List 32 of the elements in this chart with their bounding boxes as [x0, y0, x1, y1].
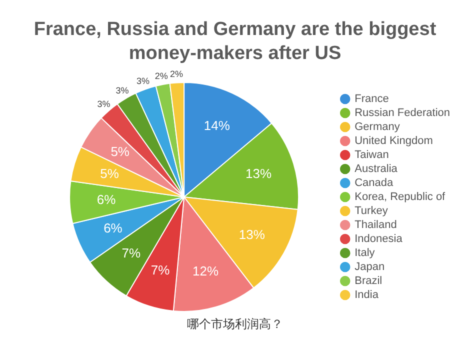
data-label: 6% [104, 220, 123, 236]
legend-label: Italy [354, 247, 376, 260]
legend-label: United Kingdom [354, 135, 433, 148]
data-label: 14% [204, 118, 230, 133]
legend-label: India [354, 289, 380, 302]
chart-title: France, Russia and Germany are the biggest money-makers after US [32, 18, 438, 66]
data-label: 6% [96, 192, 116, 208]
legend-label: Korea, Republic of [354, 191, 446, 204]
data-label: 3% [97, 99, 110, 110]
data-label: 2% [170, 69, 183, 80]
data-label: 3% [136, 76, 150, 86]
legend-label: Australia [354, 163, 398, 176]
legend-label: Japan [354, 261, 385, 274]
legend-label: Indonesia [354, 233, 404, 246]
legend-label: Canada [354, 177, 394, 190]
data-label: 2% [154, 71, 168, 82]
data-label: 7% [150, 262, 170, 278]
data-label: 5% [110, 144, 130, 160]
data-label: 13% [246, 166, 272, 181]
legend-label: France [354, 93, 389, 106]
legend-label: Turkey [354, 205, 388, 218]
text: 哪个市场利润高？ [186, 316, 284, 333]
legend-label: Brazil [354, 275, 382, 288]
legend-label: Thailand [354, 219, 397, 232]
data-label: 5% [100, 166, 120, 181]
data-label: 7% [122, 246, 142, 261]
data-label: 3% [116, 86, 129, 96]
data-label: 13% [238, 226, 266, 242]
legend-label: Taiwan [354, 149, 389, 162]
legend-label: Russian Federation [354, 107, 450, 120]
data-label: 12% [192, 263, 220, 278]
legend-label: Germany [354, 121, 400, 134]
